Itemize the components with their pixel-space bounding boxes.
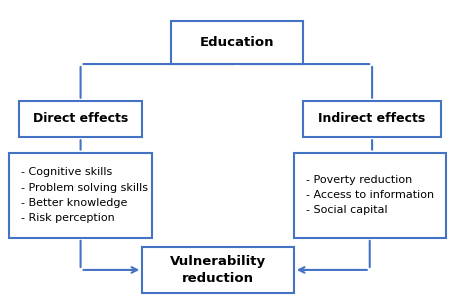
- Text: - Poverty reduction
- Access to information
- Social capital: - Poverty reduction - Access to informat…: [306, 175, 434, 215]
- FancyBboxPatch shape: [9, 152, 152, 238]
- FancyBboxPatch shape: [142, 247, 294, 293]
- FancyBboxPatch shape: [171, 21, 303, 64]
- Text: - Cognitive skills
- Problem solving skills
- Better knowledge
- Risk perception: - Cognitive skills - Problem solving ski…: [21, 167, 148, 223]
- FancyBboxPatch shape: [303, 101, 441, 137]
- FancyBboxPatch shape: [19, 101, 142, 137]
- FancyBboxPatch shape: [294, 152, 446, 238]
- Text: Indirect effects: Indirect effects: [319, 113, 426, 125]
- Text: Education: Education: [200, 36, 274, 49]
- Text: Vulnerability
reduction: Vulnerability reduction: [170, 255, 266, 285]
- Text: Direct effects: Direct effects: [33, 113, 128, 125]
